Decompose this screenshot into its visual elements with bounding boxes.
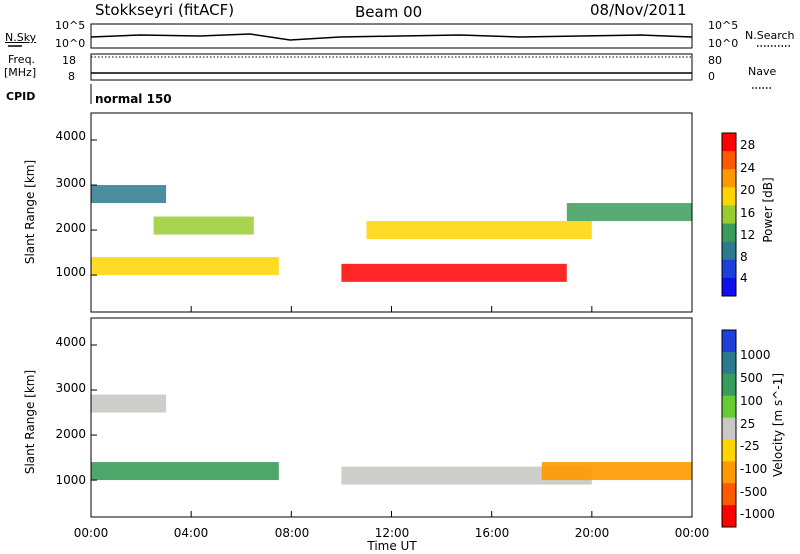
velocity-feature-0 bbox=[91, 462, 279, 481]
velocity-cbar-frame bbox=[721, 329, 737, 528]
cpid-label: CPID bbox=[6, 90, 36, 103]
power-ytick-4000: 4000 bbox=[55, 129, 86, 143]
power-cbar-seg-7 bbox=[722, 259, 736, 279]
axis-ticks bbox=[90, 139, 693, 517]
power-cbar-seg-4 bbox=[722, 205, 736, 225]
nave-tick-bottom: 0 bbox=[708, 70, 715, 83]
nsky-line bbox=[90, 33, 693, 41]
power-feature-1 bbox=[153, 216, 254, 235]
velocity-cbar-seg-7 bbox=[722, 483, 736, 506]
freq-unit-label: [MHz] bbox=[4, 66, 37, 79]
power-cbar-tick-24: 24 bbox=[740, 161, 756, 175]
velocity-cbar-seg-6 bbox=[722, 461, 736, 484]
freq-tick-bottom: 8 bbox=[68, 70, 75, 83]
station-title: Stokkseyri (fitACF) bbox=[95, 1, 235, 19]
velocity-feature-1 bbox=[341, 466, 592, 485]
power-cbar-seg-2 bbox=[722, 169, 736, 188]
power-feature-0 bbox=[91, 257, 279, 276]
velocity-cbar-seg-4 bbox=[722, 417, 736, 440]
velocity-cbar-seg-3 bbox=[722, 395, 736, 419]
sky-tick-bottom-left: 10^0 bbox=[55, 37, 86, 50]
power-cbar-seg-0 bbox=[722, 133, 736, 152]
velocity-ytick-2000: 2000 bbox=[55, 427, 86, 441]
xtick-0800: 08:00 bbox=[274, 526, 310, 540]
vel-cbar-tick-500: 500 bbox=[740, 371, 763, 385]
nave-label: Nave bbox=[748, 65, 777, 78]
power-feature-3 bbox=[341, 263, 567, 282]
vel-cbar-tick-m100: -100 bbox=[740, 462, 768, 476]
time-axis-label: Time UT bbox=[367, 539, 417, 553]
vel-cbar-tick-25: 25 bbox=[740, 417, 756, 431]
power-ytick-3000: 3000 bbox=[55, 176, 86, 190]
velocity-cbar-seg-0 bbox=[722, 330, 736, 353]
power-cbar-seg-1 bbox=[722, 151, 736, 170]
xtick-1200: 12:00 bbox=[374, 526, 410, 540]
velocity-ytick-4000: 4000 bbox=[55, 335, 86, 349]
power-cbar-seg-5 bbox=[722, 223, 736, 243]
nsky-label: N.Sky bbox=[5, 31, 37, 44]
nsearch-label: N.Search bbox=[745, 29, 795, 42]
power-cbar-tick-8: 8 bbox=[740, 250, 748, 264]
velocity-cbar-seg-2 bbox=[722, 373, 736, 397]
power-cbar-tick-12: 12 bbox=[740, 228, 756, 242]
sky-tick-top-right: 10^5 bbox=[708, 19, 739, 32]
sky-tick-bottom-right: 10^0 bbox=[708, 37, 739, 50]
velocity-ytick-3000: 3000 bbox=[55, 381, 86, 395]
freq-panel-frame bbox=[90, 53, 693, 81]
power-cbar-seg-8 bbox=[722, 277, 736, 297]
xtick-0000: 00:00 bbox=[73, 526, 109, 540]
power-cbar-tick-16: 16 bbox=[740, 206, 756, 220]
velocity-feature-3 bbox=[91, 394, 167, 413]
vel-cbar-tick-1000: 1000 bbox=[740, 348, 771, 362]
power-colorbar bbox=[721, 132, 737, 297]
freq-tick-top: 18 bbox=[62, 54, 76, 67]
power-cbar-tick-20: 20 bbox=[740, 183, 756, 197]
xtick-2000: 20:00 bbox=[574, 526, 610, 540]
vel-cbar-tick-m25: -25 bbox=[740, 439, 760, 453]
date-title: 08/Nov/2011 bbox=[590, 1, 687, 19]
velocity-feature-2 bbox=[541, 462, 692, 481]
velocity-cbar-seg-1 bbox=[722, 351, 736, 375]
power-cbar-tick-28: 28 bbox=[740, 138, 756, 152]
xtick-2400: 00:00 bbox=[674, 526, 710, 540]
power-cbar-seg-3 bbox=[722, 187, 736, 206]
vel-cbar-tick-m1000: -1000 bbox=[740, 507, 775, 521]
xtick-0400: 04:00 bbox=[173, 526, 209, 540]
vel-cbar-tick-100: 100 bbox=[740, 394, 763, 408]
power-cbar-seg-6 bbox=[722, 241, 736, 261]
power-cbar-frame bbox=[721, 132, 737, 297]
velocity-ytick-1000: 1000 bbox=[55, 473, 86, 487]
cpid-mode-text: normal 150 bbox=[95, 92, 172, 106]
velocity-panel-frame bbox=[90, 317, 693, 518]
power-cbar-tick-4: 4 bbox=[740, 271, 748, 285]
power-feature-5 bbox=[566, 203, 692, 222]
vel-cbar-tick-m500: -500 bbox=[740, 485, 768, 499]
velocity-cbar-seg-8 bbox=[722, 505, 736, 528]
sky-tick-top-left: 10^5 bbox=[55, 19, 86, 32]
power-heatmap bbox=[91, 185, 692, 282]
sky-panel-frame bbox=[90, 23, 693, 49]
power-feature-2 bbox=[91, 185, 167, 204]
velocity-heatmap bbox=[91, 394, 692, 485]
freq-label: Freq. bbox=[8, 53, 36, 66]
power-feature-4 bbox=[366, 221, 592, 240]
velocity-colorbar bbox=[721, 329, 737, 528]
beam-title: Beam 00 bbox=[355, 3, 423, 21]
xtick-1600: 16:00 bbox=[474, 526, 510, 540]
power-ytick-2000: 2000 bbox=[55, 221, 86, 235]
nave-tick-top: 80 bbox=[708, 54, 722, 67]
velocity-cbar-seg-5 bbox=[722, 439, 736, 462]
power-ytick-1000: 1000 bbox=[55, 265, 86, 279]
